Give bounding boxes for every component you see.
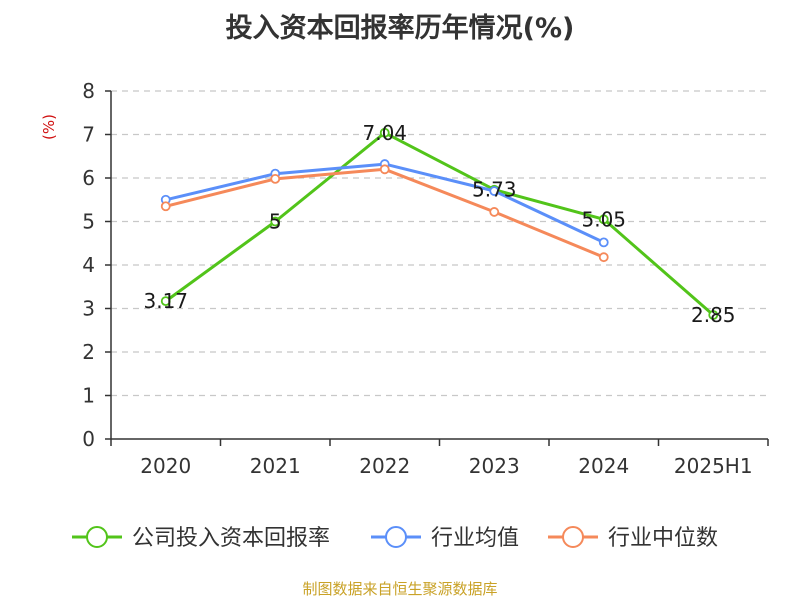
x-tick-label-2025H1: 2025H1 xyxy=(674,454,753,478)
legend-label-2: 行业中位数 xyxy=(608,526,718,551)
axes: 0 1 2 3 4 5 6 7 8 2020 2021 2022 2023 2024 2025H1 xyxy=(82,79,769,478)
data-point-1-4 xyxy=(598,237,609,248)
data-point-2-1 xyxy=(270,173,281,184)
legend: 公司投入资本回报率 行业均值 行业中位数 xyxy=(72,526,718,551)
y-tick-label-0: 0 xyxy=(82,427,95,451)
data-point-1-3 xyxy=(489,186,500,196)
data-label-2020: 3.17 xyxy=(143,289,188,313)
data-label-2021: 5 xyxy=(269,210,282,234)
y-tick-label-7: 7 xyxy=(82,123,95,147)
data-labels: 3.17 5 7.04 5.73 5.05 2.85 xyxy=(143,121,735,327)
data-point-0-5 xyxy=(708,310,719,320)
data-point-0-1 xyxy=(270,216,281,227)
data-point-2-2 xyxy=(379,164,390,175)
x-tick-label-2020: 2020 xyxy=(140,454,191,478)
y-tick-label-2: 2 xyxy=(82,340,95,364)
y-tick-label-6: 6 xyxy=(82,166,95,190)
data-label-2025H1: 2.85 xyxy=(691,303,736,327)
gridlines xyxy=(111,90,768,397)
series-line-0 xyxy=(164,131,715,317)
legend-marker-1 xyxy=(385,526,407,548)
x-tick-label-2024: 2024 xyxy=(578,454,629,478)
x-tick-label-2023: 2023 xyxy=(469,454,520,478)
series-line-2 xyxy=(165,167,605,259)
data-point-0-4 xyxy=(598,214,609,225)
data-point-0-0 xyxy=(160,296,171,307)
data-source-note: 制图数据来自恒生聚源数据库 xyxy=(302,580,498,598)
y-axis-unit-label: (%) xyxy=(40,114,58,140)
y-tick-label-5: 5 xyxy=(82,210,95,234)
y-tick-label-3: 3 xyxy=(82,297,95,321)
data-point-0-2 xyxy=(379,127,390,138)
chart-title: 投入资本回报率历年情况(%) xyxy=(225,13,575,44)
data-point-2-3 xyxy=(489,207,500,217)
data-point-2-0 xyxy=(160,201,171,212)
y-tick-label-4: 4 xyxy=(82,253,95,277)
legend-marker-0 xyxy=(86,526,108,548)
x-tick-label-2021: 2021 xyxy=(250,454,301,478)
legend-label-0: 公司投入资本回报率 xyxy=(132,526,330,551)
legend-label-1: 行业均值 xyxy=(431,526,519,551)
y-tick-label-1: 1 xyxy=(82,384,95,408)
series-lines xyxy=(160,127,719,320)
legend-marker-2 xyxy=(562,526,584,548)
data-label-2022: 7.04 xyxy=(362,121,407,145)
data-point-2-4 xyxy=(598,252,609,263)
data-label-2024: 5.05 xyxy=(581,207,626,231)
data-label-2023: 5.73 xyxy=(472,178,517,202)
x-tick-label-2022: 2022 xyxy=(359,454,410,478)
y-tick-label-8: 8 xyxy=(82,79,95,103)
